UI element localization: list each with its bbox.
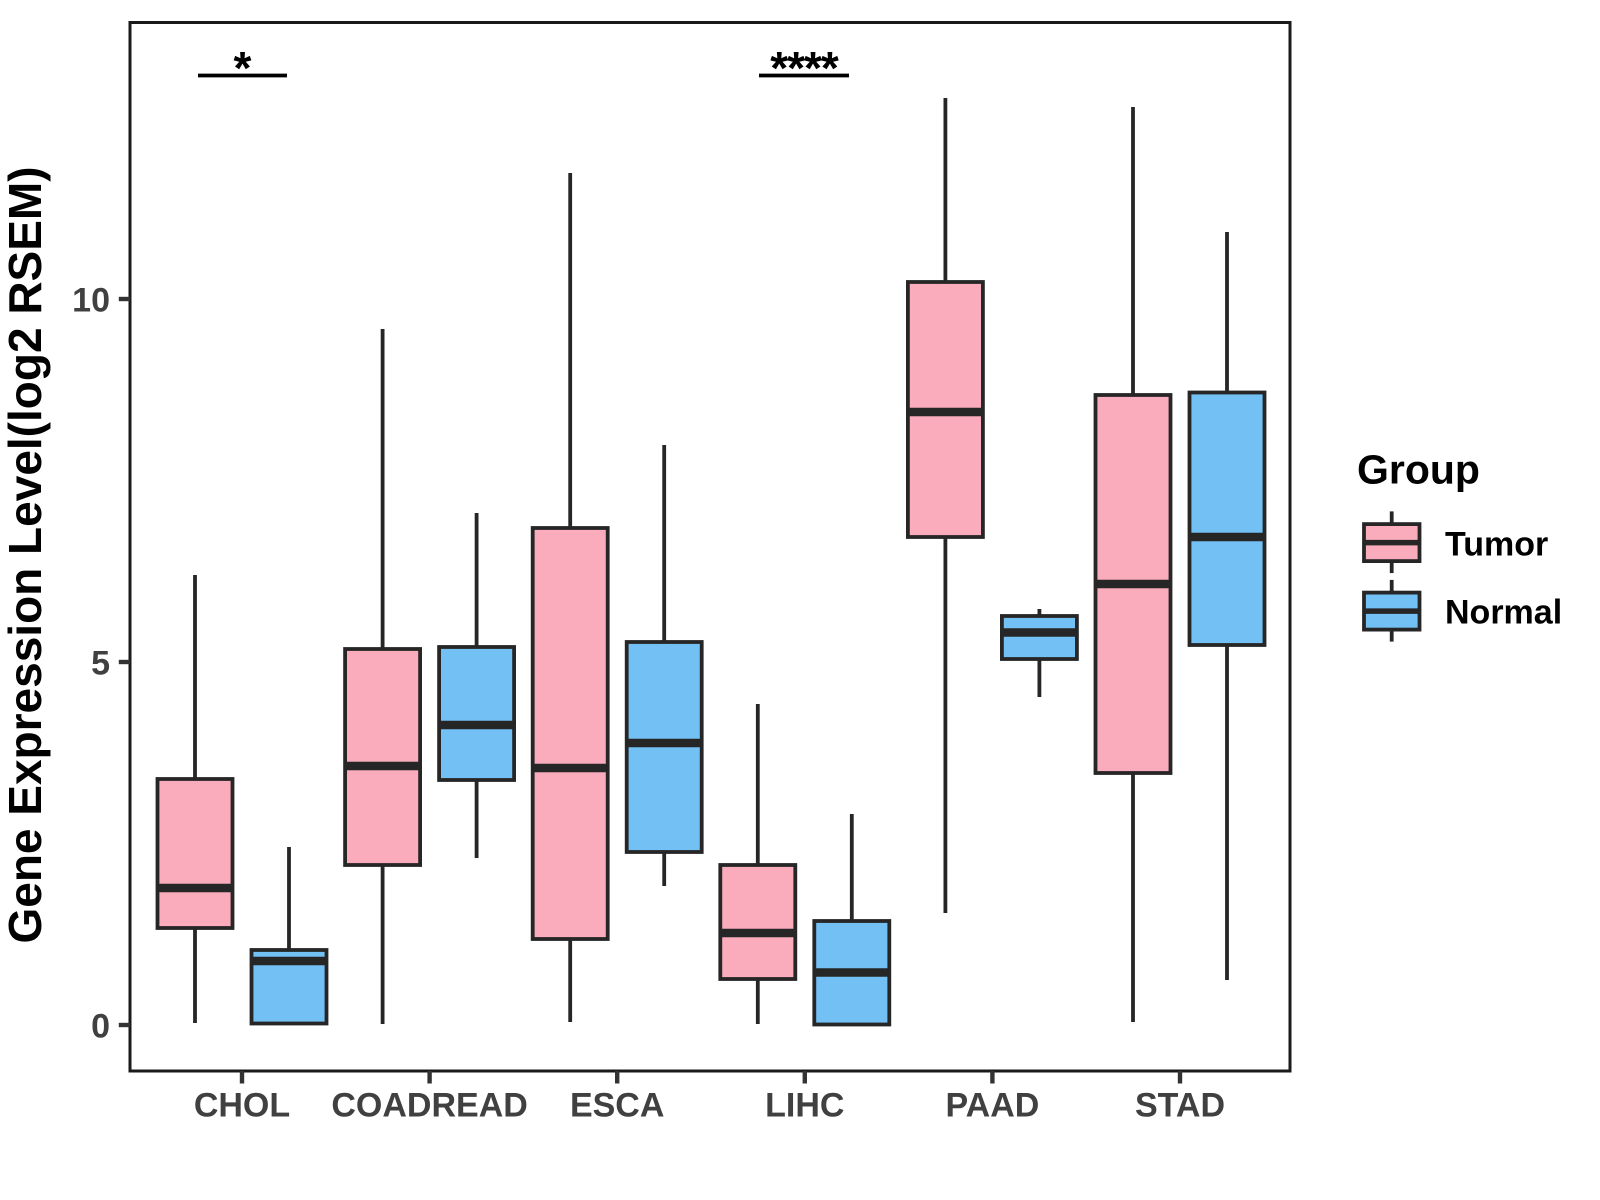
svg-text:Gene Expression Level(log2 RSE: Gene Expression Level(log2 RSEM) xyxy=(0,166,51,943)
svg-text:****: **** xyxy=(770,42,839,94)
svg-text:STAD: STAD xyxy=(1135,1087,1225,1125)
svg-text:CHOL: CHOL xyxy=(194,1087,290,1125)
svg-text:ESCA: ESCA xyxy=(570,1087,664,1125)
svg-text:COADREAD: COADREAD xyxy=(331,1087,527,1125)
svg-text:0: 0 xyxy=(91,1008,110,1046)
svg-text:Group: Group xyxy=(1357,447,1480,493)
svg-text:10: 10 xyxy=(72,282,110,320)
svg-text:*: * xyxy=(234,42,252,94)
svg-text:5: 5 xyxy=(91,645,110,683)
svg-text:Normal: Normal xyxy=(1445,594,1562,632)
svg-text:LIHC: LIHC xyxy=(765,1087,844,1125)
svg-text:PAAD: PAAD xyxy=(945,1087,1039,1125)
svg-text:Tumor: Tumor xyxy=(1445,526,1548,564)
